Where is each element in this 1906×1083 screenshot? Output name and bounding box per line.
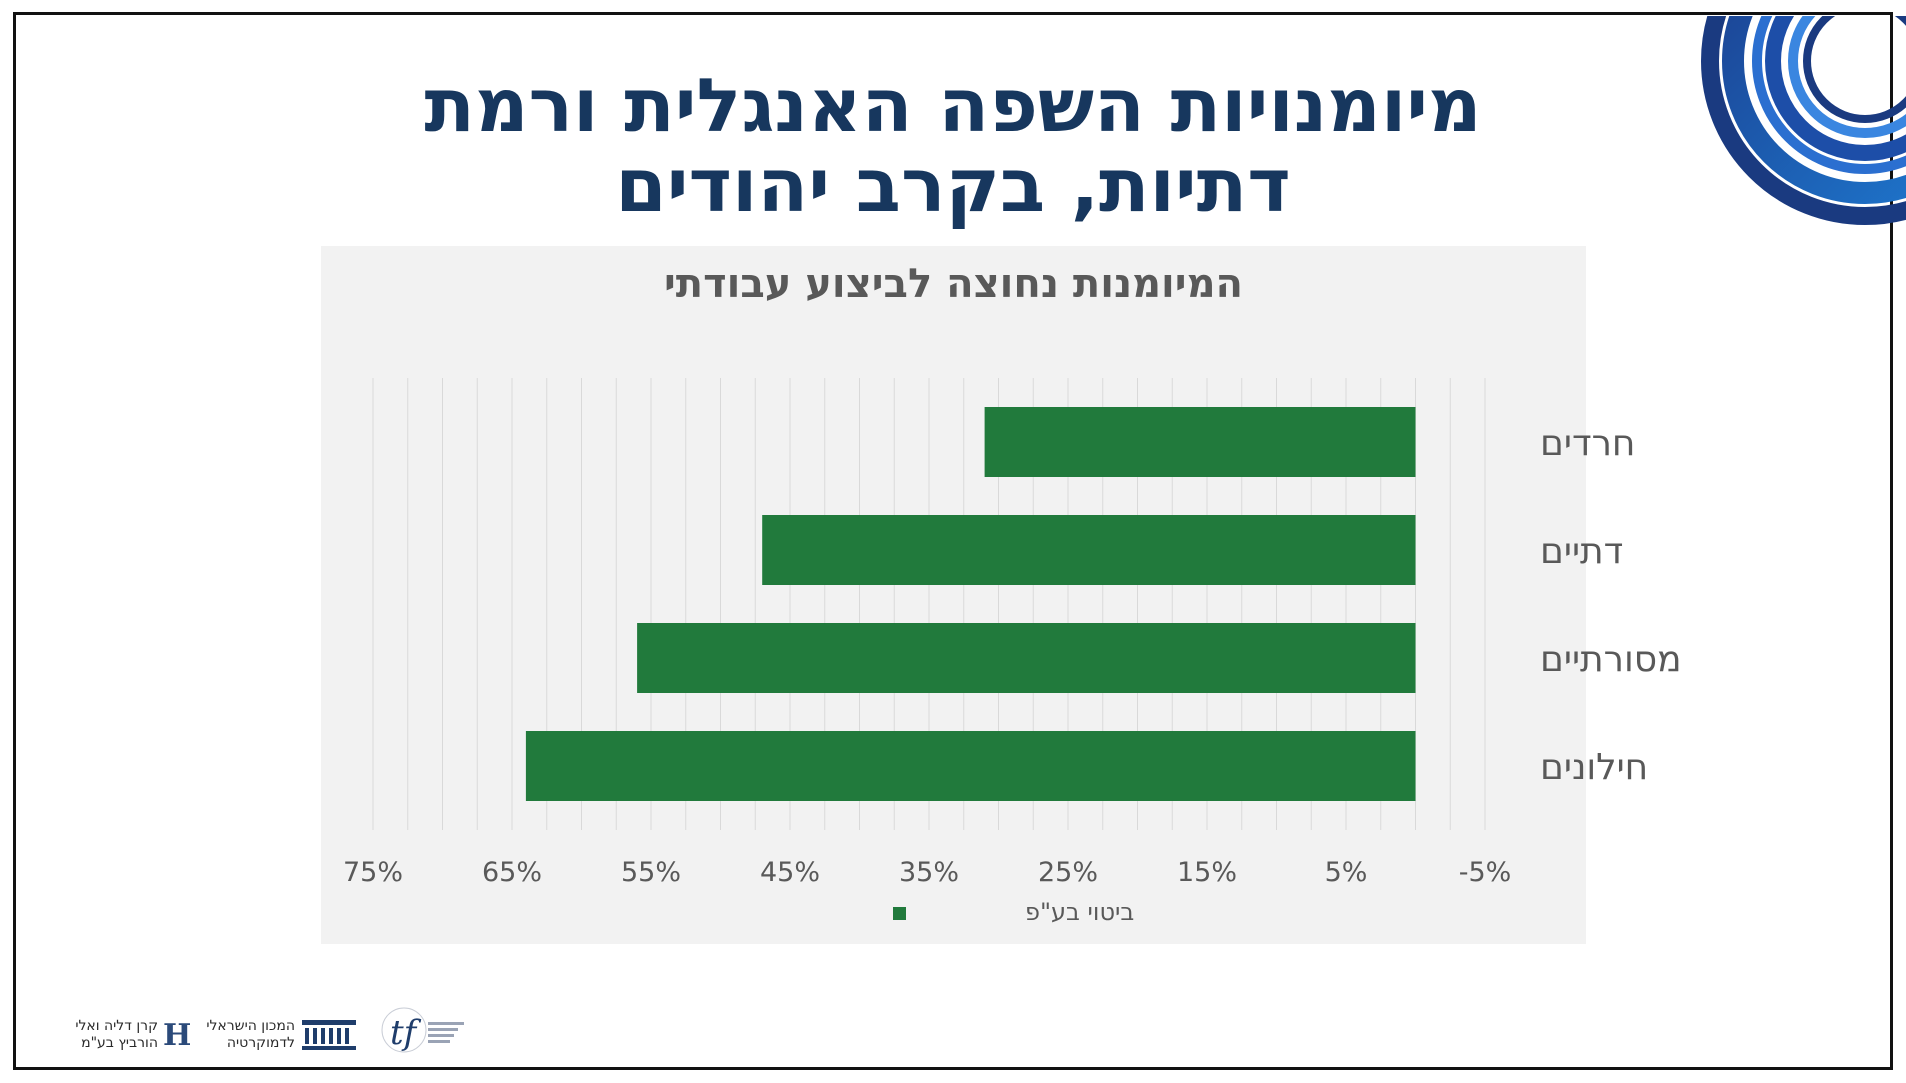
x-tick-label: 5% bbox=[1325, 857, 1368, 888]
slide-title: מיומנויות השפה האנגלית ורמת דתיות, בקרב … bbox=[0, 66, 1906, 226]
hurwitz-logo-mark: H bbox=[163, 1018, 192, 1053]
category-label: חרדים bbox=[1540, 423, 1635, 464]
category-label: מסורתיים bbox=[1540, 639, 1682, 680]
category-label: חילונים bbox=[1540, 747, 1648, 788]
x-tick-label: 55% bbox=[621, 857, 681, 888]
bar bbox=[762, 515, 1416, 585]
hurwitz-logo-line2: הורביץ בע"מ bbox=[81, 1035, 158, 1051]
idi-logo-icon bbox=[302, 1020, 356, 1050]
legend-label: ביטוי בע"פ bbox=[1025, 898, 1134, 926]
idi-logo-line2: לדמוקרטיה bbox=[226, 1035, 295, 1051]
x-tick-label: 15% bbox=[1177, 857, 1237, 888]
slide-title-line2: דתיות, בקרב יהודים bbox=[615, 143, 1291, 229]
x-tick-label: 45% bbox=[760, 857, 820, 888]
legend-swatch bbox=[893, 907, 906, 920]
bar bbox=[525, 731, 1416, 801]
idi-logo-line1: המכון הישראלי bbox=[206, 1018, 295, 1034]
category-label: דתיים bbox=[1540, 531, 1623, 572]
x-tick-label: -5% bbox=[1459, 857, 1512, 888]
x-tick-label: 65% bbox=[482, 857, 542, 888]
x-tick-label: 25% bbox=[1038, 857, 1098, 888]
hurwitz-logo-line1: קרן דליה ואלי bbox=[75, 1018, 158, 1034]
svg-text:tf: tf bbox=[390, 1013, 422, 1053]
bar bbox=[637, 623, 1416, 693]
chart-title: המיומנות נחוצה לביצוע עבודתי bbox=[663, 261, 1243, 307]
chart-panel bbox=[321, 246, 1586, 944]
foundation-logo: tf bbox=[381, 1007, 464, 1053]
bar bbox=[984, 407, 1416, 477]
slide-title-line1: מיומנויות השפה האנגלית ורמת bbox=[424, 63, 1482, 149]
corner-decoration bbox=[1701, 16, 1906, 225]
x-tick-label: 75% bbox=[343, 857, 403, 888]
x-tick-label: 35% bbox=[899, 857, 959, 888]
